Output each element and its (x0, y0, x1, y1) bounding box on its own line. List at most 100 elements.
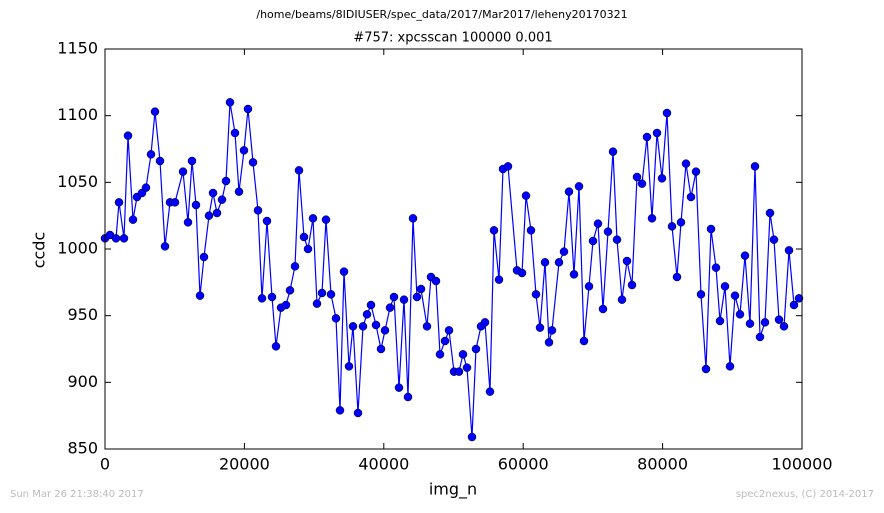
x-tick-label: 20000 (219, 455, 270, 474)
marker (243, 104, 253, 114)
marker (281, 300, 291, 310)
marker (123, 131, 133, 140)
marker (681, 159, 691, 168)
marker (435, 350, 445, 359)
marker (608, 147, 618, 156)
marker (285, 286, 295, 295)
marker (526, 226, 536, 235)
marker (208, 188, 218, 198)
marker (789, 300, 799, 310)
marker (480, 318, 490, 327)
marker (114, 198, 124, 207)
marker (647, 214, 657, 223)
marker (489, 226, 499, 235)
marker (569, 270, 579, 279)
marker (335, 406, 345, 415)
marker (467, 432, 477, 442)
marker (267, 292, 277, 302)
marker (662, 108, 672, 118)
marker (239, 146, 249, 155)
marker (183, 218, 193, 227)
y-tick-label: 1050 (57, 172, 98, 191)
marker (735, 310, 745, 319)
marker (725, 362, 735, 371)
marker (667, 222, 677, 231)
marker (294, 166, 304, 175)
marker (331, 314, 341, 323)
marker (730, 291, 740, 300)
marker (312, 299, 322, 308)
marker (711, 263, 721, 272)
marker (755, 332, 765, 342)
marker (612, 235, 622, 244)
marker (715, 316, 725, 326)
marker (774, 315, 784, 324)
marker (574, 182, 584, 191)
marker (765, 208, 775, 218)
marker (547, 326, 557, 335)
marker (271, 342, 281, 351)
marker (485, 387, 495, 396)
line (104, 102, 800, 438)
marker (234, 187, 244, 196)
y-tick-label: 1000 (57, 239, 98, 258)
marker (657, 174, 667, 183)
marker (290, 262, 300, 271)
marker (150, 107, 160, 116)
marker (431, 276, 441, 286)
marker (262, 216, 272, 226)
marker (339, 267, 349, 276)
marker (303, 244, 313, 254)
y-axis-label: ccdc (30, 232, 49, 269)
marker (257, 294, 267, 303)
marker (617, 295, 627, 304)
marker (588, 236, 598, 246)
marker (422, 322, 432, 331)
marker (471, 344, 481, 354)
marker (598, 304, 608, 314)
marker (111, 234, 121, 243)
marker (769, 235, 779, 244)
marker (494, 275, 504, 284)
marker (554, 258, 564, 267)
marker (385, 303, 395, 312)
marker (376, 344, 386, 354)
marker (128, 215, 138, 224)
marker (217, 195, 227, 204)
plot-frame (104, 48, 803, 450)
marker (454, 367, 464, 376)
x-tick-label: 100000 (771, 455, 832, 474)
marker (593, 219, 603, 228)
x-axis-label: img_n (429, 480, 477, 500)
marker (225, 98, 235, 107)
y-tick-label: 900 (67, 372, 98, 391)
marker (187, 156, 197, 166)
marker (672, 272, 682, 282)
marker (637, 179, 647, 188)
marker (389, 292, 399, 302)
marker (696, 290, 706, 299)
marker (503, 162, 513, 171)
marker (199, 252, 209, 262)
marker (212, 208, 222, 218)
marker (564, 187, 574, 196)
marker (627, 280, 637, 290)
marker (632, 172, 642, 182)
marker (253, 206, 263, 215)
marker (535, 323, 545, 332)
marker (308, 214, 318, 223)
marker (358, 322, 368, 331)
marker (146, 150, 156, 159)
marker (676, 218, 686, 227)
x-tick-label: 0 (100, 455, 110, 474)
y-tick-label: 850 (67, 439, 98, 458)
footer-left: Sun Mar 26 21:38:40 2017 (10, 489, 144, 500)
marker (299, 232, 309, 242)
marker (691, 167, 701, 176)
marker (745, 319, 755, 328)
marker (642, 132, 652, 142)
marker (740, 251, 750, 260)
marker (531, 290, 541, 299)
